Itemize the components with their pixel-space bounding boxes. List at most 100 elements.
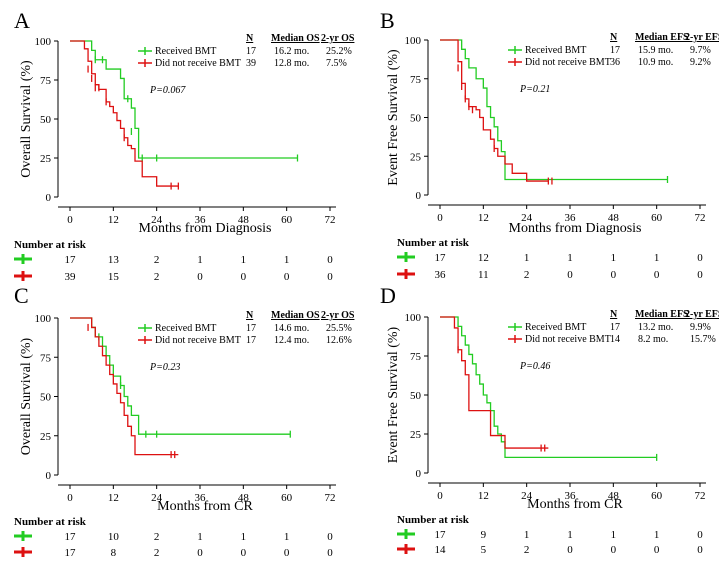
y-tick-label: 75 <box>410 74 422 86</box>
risk-count: 0 <box>327 254 333 266</box>
y-tick-label: 100 <box>405 35 422 47</box>
risk-count: 1 <box>567 252 573 264</box>
panel-label: C <box>14 283 29 308</box>
legend-label: Received BMT <box>525 45 586 56</box>
x-axis-label: Months from Diagnosis <box>139 221 272 236</box>
risk-count: 9 <box>481 529 487 541</box>
risk-count: 2 <box>154 531 160 543</box>
risk-count: 0 <box>567 269 573 281</box>
p-value: P=0.067 <box>149 85 186 96</box>
risk-count: 39 <box>65 271 77 283</box>
risk-count: 8 <box>111 547 117 559</box>
risk-count: 0 <box>567 544 573 556</box>
risk-count: 0 <box>284 271 290 283</box>
table-n-value: 39 <box>246 58 256 69</box>
table-n-value: 17 <box>610 45 620 56</box>
legend-label: Did not receive BMT <box>155 58 241 69</box>
km-curve-bmt <box>440 316 657 459</box>
x-tick-label: 60 <box>281 214 293 226</box>
x-tick-label: 48 <box>608 490 620 502</box>
risk-count: 2 <box>524 544 530 556</box>
y-tick-label: 50 <box>410 113 422 125</box>
x-tick-label: 12 <box>478 490 489 502</box>
risk-count: 0 <box>611 544 617 556</box>
y-tick-label: 50 <box>40 392 52 404</box>
y-tick-label: 0 <box>46 192 52 204</box>
risk-count: 0 <box>611 269 617 281</box>
table-2yr-value: 12.6% <box>326 335 352 346</box>
p-value: P=0.46 <box>519 361 550 372</box>
y-tick-label: 75 <box>410 351 422 363</box>
table-2yr-value: 25.5% <box>326 323 352 334</box>
y-tick-label: 25 <box>40 153 52 165</box>
x-tick-label: 0 <box>67 214 73 226</box>
x-tick-label: 36 <box>195 492 207 504</box>
risk-count: 17 <box>65 547 77 559</box>
risk-count: 2 <box>154 271 160 283</box>
risk-count: 36 <box>435 269 447 281</box>
y-axis-label: Event Free Survival (%) <box>386 49 401 186</box>
x-tick-label: 48 <box>608 212 620 224</box>
table-header-n: N <box>246 310 254 321</box>
x-tick-label: 36 <box>565 212 577 224</box>
risk-count: 1 <box>241 531 247 543</box>
x-tick-label: 0 <box>437 212 443 224</box>
risk-table-header: Number at risk <box>397 514 470 526</box>
y-tick-label: 0 <box>46 470 52 482</box>
y-axis-label: Overall Survival (%) <box>19 337 34 455</box>
table-n-value: 36 <box>610 57 620 68</box>
table-2yr-value: 9.7% <box>690 45 711 56</box>
legend-label: Received BMT <box>155 46 216 57</box>
x-axis-label: Months from Diagnosis <box>509 221 642 236</box>
risk-count: 12 <box>478 252 489 264</box>
x-tick-label: 48 <box>238 492 250 504</box>
risk-count: 0 <box>697 529 703 541</box>
x-tick-label: 60 <box>651 212 663 224</box>
km-curve-nobmt <box>440 39 549 182</box>
x-tick-label: 12 <box>108 492 119 504</box>
x-tick-label: 12 <box>108 214 119 226</box>
risk-count: 17 <box>65 254 77 266</box>
risk-count: 1 <box>197 531 203 543</box>
y-tick-label: 100 <box>35 36 52 48</box>
risk-count: 0 <box>327 271 333 283</box>
risk-count: 17 <box>65 531 77 543</box>
table-header-2yr: 2-yr OS <box>321 310 355 321</box>
km-curve-bmt <box>440 39 668 181</box>
panel-label: D <box>380 283 396 308</box>
table-median-value: 15.9 mo. <box>638 45 673 56</box>
x-tick-label: 0 <box>67 492 73 504</box>
risk-count: 1 <box>524 252 530 264</box>
y-axis-label: Event Free Survival (%) <box>386 326 401 463</box>
risk-count: 17 <box>435 529 447 541</box>
y-tick-label: 25 <box>40 431 52 443</box>
y-tick-label: 75 <box>40 352 52 364</box>
y-tick-label: 25 <box>410 429 422 441</box>
y-tick-label: 100 <box>405 312 422 324</box>
panel-label: A <box>14 8 30 33</box>
km-curve-nobmt <box>70 40 179 187</box>
risk-count: 0 <box>241 271 247 283</box>
km-curve-nobmt <box>70 317 179 456</box>
risk-count: 0 <box>241 547 247 559</box>
risk-count: 11 <box>478 269 489 281</box>
risk-table-header: Number at risk <box>14 516 87 528</box>
x-tick-label: 0 <box>437 490 443 502</box>
table-median-value: 12.4 mo. <box>274 335 309 346</box>
x-tick-label: 60 <box>281 492 293 504</box>
risk-count: 1 <box>611 529 617 541</box>
table-2yr-value: 7.5% <box>326 58 347 69</box>
table-header-median: Median OS <box>271 310 320 321</box>
risk-count: 14 <box>435 544 447 556</box>
risk-count: 1 <box>284 531 290 543</box>
risk-count: 15 <box>108 271 120 283</box>
table-n-value: 14 <box>610 334 620 345</box>
risk-count: 1 <box>284 254 290 266</box>
x-tick-label: 48 <box>238 214 250 226</box>
risk-count: 0 <box>197 271 203 283</box>
risk-count: 0 <box>654 544 660 556</box>
legend-label: Did not receive BMT <box>525 57 611 68</box>
table-2yr-value: 9.9% <box>690 322 711 333</box>
